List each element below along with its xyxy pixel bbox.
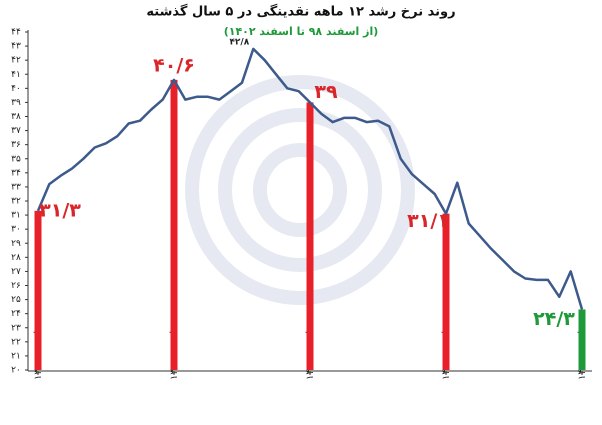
y-tick-label: ۳۶ bbox=[11, 140, 21, 150]
drop-bar bbox=[170, 79, 178, 370]
y-tick-label: ۳۰ bbox=[11, 225, 21, 235]
y-tick-label: ۳۱ bbox=[11, 211, 21, 221]
y-tick-label: ۲۹ bbox=[11, 239, 21, 249]
y-tick-label: ۲۲ bbox=[11, 337, 21, 347]
y-tick-label: ۲۳ bbox=[11, 323, 21, 333]
y-tick-label: ۴۳ bbox=[11, 42, 21, 52]
y-tick-label: ۴۲ bbox=[11, 56, 21, 66]
drop-bar bbox=[34, 210, 42, 370]
value-label: ۲۴/۳ bbox=[533, 308, 575, 330]
y-tick-label: ۳۵ bbox=[11, 154, 21, 164]
drop-bar bbox=[442, 213, 450, 370]
y-tick-label: ۴۱ bbox=[11, 70, 21, 80]
line bbox=[36, 47, 584, 310]
y-tick-label: ۲۰ bbox=[11, 366, 21, 376]
y-tick-label: ۴۴ bbox=[11, 28, 21, 38]
y-tick-label: ۲۶ bbox=[11, 281, 21, 291]
watermark bbox=[185, 75, 415, 305]
value-label: ۳۱/۱ bbox=[407, 210, 449, 232]
chart-subtitle: (از اسفند ۹۸ تا اسفند ۱۴۰۲) bbox=[224, 25, 379, 38]
y-tick-label: ۲۱ bbox=[11, 351, 21, 361]
y-tick-label: ۲۸ bbox=[11, 253, 21, 263]
chart-title: روند نرخ رشد ۱۲ ماهه نقدینگی در ۵ سال گذ… bbox=[146, 4, 455, 20]
drop-bar bbox=[578, 309, 586, 370]
value-label: ۴۲/۸ bbox=[229, 37, 249, 47]
value-label: ۳۱/۳ bbox=[39, 199, 81, 221]
y-tick-label: ۳۷ bbox=[11, 126, 21, 136]
value-label: ۴۰/۶ bbox=[153, 54, 195, 76]
y-tick-label: ۳۹ bbox=[11, 98, 21, 108]
y-tick-label: ۳۴ bbox=[11, 168, 21, 178]
y-tick-label: ۳۳ bbox=[11, 182, 21, 192]
drop-bar bbox=[306, 102, 314, 371]
y-tick-label: ۳۲ bbox=[11, 197, 21, 207]
y-tick-label: ۲۷ bbox=[11, 267, 21, 277]
y-tick-label: ۳۸ bbox=[11, 112, 21, 122]
y-tick-label: ۲۴ bbox=[11, 309, 21, 319]
y-tick-label: ۲۵ bbox=[11, 295, 21, 305]
y-tick-label: ۴۰ bbox=[11, 84, 21, 94]
value-label: ۳۹ bbox=[314, 81, 338, 103]
